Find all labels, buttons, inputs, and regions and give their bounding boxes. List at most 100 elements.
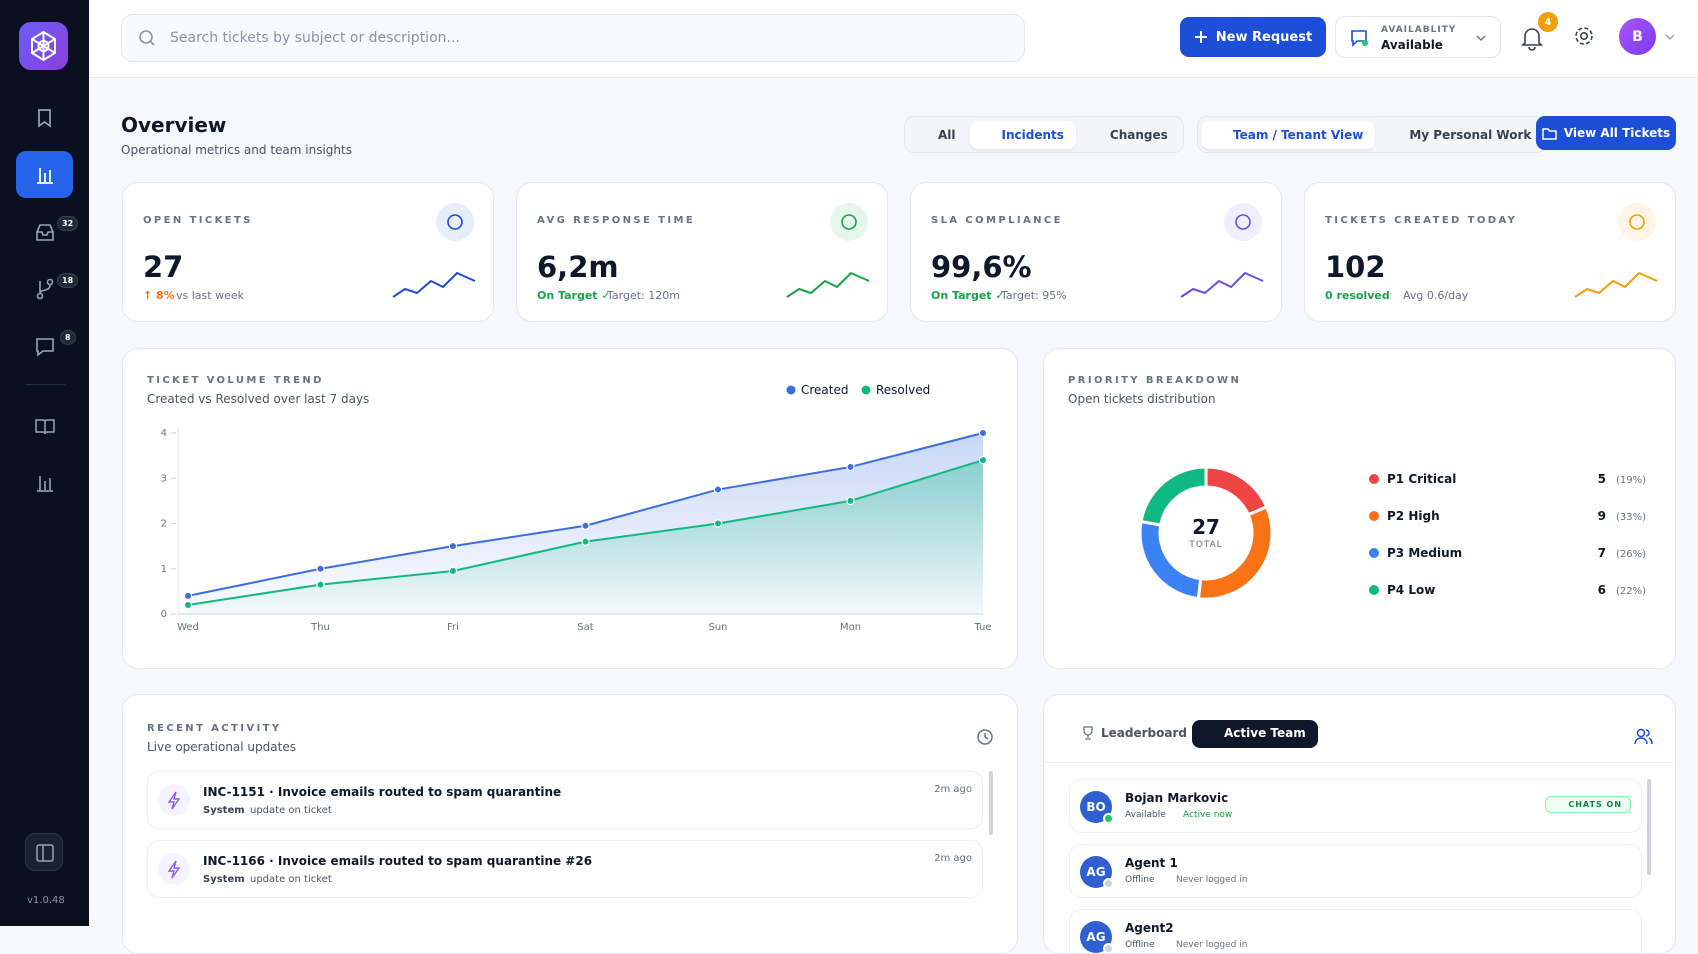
member-name: Agent2 <box>1125 921 1174 935</box>
activity-card: RECENT ACTIVITY Live operational updates… <box>122 694 1018 954</box>
nav-dashboard[interactable] <box>16 151 73 198</box>
value-label: 7 <box>1598 546 1606 560</box>
member-activity: Never logged in <box>1176 875 1248 885</box>
version: v1.0.48 <box>27 895 65 906</box>
activity-time: 2m ago <box>934 784 972 795</box>
member-activity: Active now <box>1183 810 1233 820</box>
trophy-icon <box>1083 726 1093 740</box>
kpi-icon <box>436 203 474 241</box>
nav-inbox[interactable] <box>16 208 73 255</box>
legend-dot <box>1369 474 1379 484</box>
scrollbar[interactable] <box>1647 779 1651 875</box>
activity-item[interactable]: INC-1151 · Invoice emails routed to spam… <box>147 771 983 829</box>
availability-label: AVAILABLITY <box>1381 25 1457 35</box>
search-box[interactable] <box>121 14 1025 62</box>
x-tick-label: Sat <box>577 622 593 633</box>
team-member[interactable]: AG Agent 1 Offline Never logged in <box>1069 844 1642 898</box>
priority-card: PRIORITY BREAKDOWN Open tickets distribu… <box>1043 348 1676 669</box>
new-request-button[interactable]: New Request <box>1180 17 1326 57</box>
team-tab[interactable]: Active Team <box>1192 720 1318 748</box>
y-tick-label: 4 <box>161 428 167 439</box>
activity-title: INC-1166 · Invoice emails routed to spam… <box>203 854 593 868</box>
icon <box>36 224 54 241</box>
team-icon[interactable] <box>1633 726 1653 746</box>
view-all-button[interactable]: View All Tickets <box>1536 116 1676 150</box>
kpi-value: 99,6% <box>931 250 1032 284</box>
point <box>448 541 458 551</box>
kpi-icon <box>830 203 868 241</box>
activity-actor: System <box>203 874 245 885</box>
x-tick-label: Tue <box>973 622 991 633</box>
nav-changes[interactable] <box>16 265 73 312</box>
bolt <box>167 860 181 879</box>
badge: 18 <box>57 273 79 288</box>
icon <box>36 844 54 862</box>
collapse-button[interactable] <box>25 833 63 871</box>
card-subtitle: Created vs Resolved over last 7 days <box>147 392 370 406</box>
activity-actor: System <box>203 805 245 816</box>
icon-shape <box>1629 214 1645 230</box>
nav-knowledge[interactable] <box>16 402 73 449</box>
point <box>183 600 193 610</box>
chevron <box>1665 34 1675 41</box>
avatar[interactable]: B <box>1619 18 1656 55</box>
scrollbar[interactable] <box>989 771 993 835</box>
icon <box>447 214 463 230</box>
legend-label: P2 High <box>1387 509 1440 523</box>
icon-shape <box>841 214 857 230</box>
legend-dot <box>1369 511 1379 521</box>
team-member[interactable]: BO Bojan Markovic Available Active now CHATS… <box>1069 779 1642 833</box>
legend-dot <box>1369 585 1379 595</box>
search-icon <box>139 30 155 46</box>
type-filter: All Incidents Changes <box>904 116 1184 153</box>
nav-chat[interactable] <box>16 322 73 369</box>
kpi-card: SLA COMPLIANCE 99,6% On Target ✓ Target: 95… <box>910 182 1282 322</box>
donut-total: 27 <box>1192 515 1220 539</box>
kpi-card: TICKETS CREATED TODAY 102 0 resolved Avg 0.… <box>1304 182 1676 322</box>
kpi-status: On Target ✓ <box>537 289 611 302</box>
nav-bookmarks[interactable] <box>16 94 73 141</box>
team-member[interactable]: AG Agent2 Offline Never logged in <box>1069 909 1642 953</box>
icon <box>841 214 857 230</box>
donut-segment <box>1139 465 1208 527</box>
icon <box>1629 214 1645 230</box>
page-title: Overview <box>121 113 227 137</box>
filter-tab[interactable]: All <box>938 127 956 142</box>
nav-reports[interactable] <box>16 459 73 506</box>
member-avatar: BO <box>1080 791 1112 823</box>
team-tab[interactable]: Leaderboard <box>1101 726 1187 740</box>
activity-item[interactable]: INC-1166 · Invoice emails routed to spam… <box>147 840 983 898</box>
logo-icon <box>31 30 56 62</box>
filter-tab[interactable]: Changes <box>1109 127 1168 142</box>
search-placeholder: Search tickets by subject or description… <box>170 30 460 46</box>
clock-icon[interactable] <box>976 728 994 746</box>
availability-select[interactable]: AVAILABLITY Available <box>1335 16 1501 58</box>
kpi-card: AVG RESPONSE TIME 6,2m On Target ✓ Target: … <box>516 182 888 322</box>
card-title: TICKET VOLUME TREND <box>147 375 324 386</box>
card-title: PRIORITY BREAKDOWN <box>1068 375 1242 386</box>
folder-icon <box>1542 127 1557 140</box>
bell-icon[interactable] <box>1519 24 1545 52</box>
filter-tab[interactable]: Incidents <box>969 120 1076 149</box>
y-tick-label: 3 <box>161 473 167 484</box>
kpi-value: 27 <box>143 250 184 284</box>
icon <box>35 419 55 435</box>
kpi-icon <box>1618 203 1656 241</box>
badge: 8 <box>60 330 76 345</box>
icon <box>36 278 54 300</box>
sparkline <box>1180 272 1264 298</box>
sparkline-line <box>1180 272 1264 298</box>
y-tick-label: 2 <box>161 519 167 530</box>
value-label: 6 <box>1598 583 1606 597</box>
icon <box>38 109 51 128</box>
member-name: Agent 1 <box>1125 856 1178 870</box>
chats-badge[interactable]: CHATS ON <box>1545 796 1631 813</box>
view-tab[interactable]: My Personal Work <box>1409 127 1532 142</box>
point <box>713 485 723 494</box>
view-tab[interactable]: Team / Tenant View <box>1201 120 1376 149</box>
logo[interactable] <box>19 22 68 70</box>
activity-title: INC-1151 · Invoice emails routed to spam… <box>203 785 562 799</box>
trend-card: TICKET VOLUME TREND Created vs Resolved … <box>122 348 1018 669</box>
settings-icon[interactable] <box>1572 24 1596 48</box>
kpi-label: AVG RESPONSE TIME <box>537 215 696 226</box>
